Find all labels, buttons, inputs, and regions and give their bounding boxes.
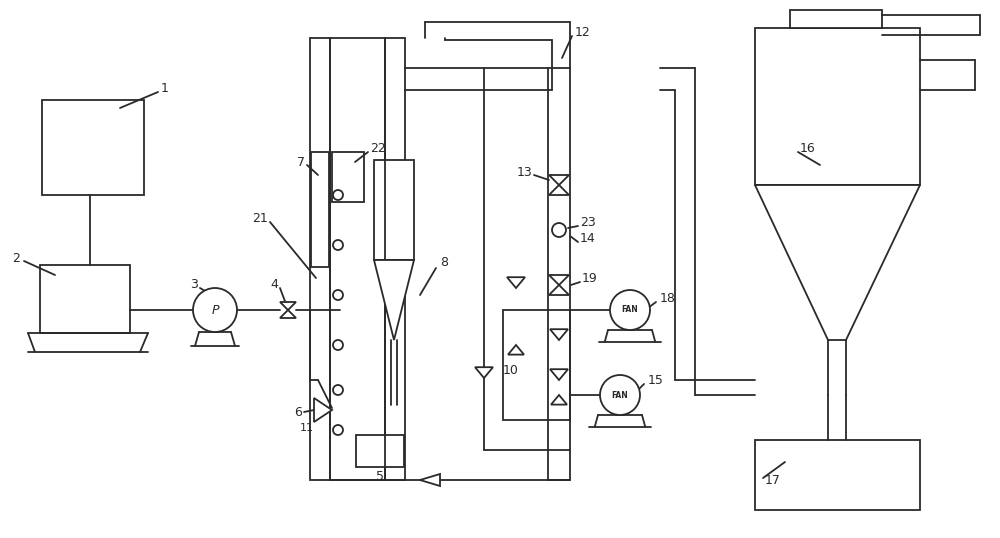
Bar <box>374 160 414 260</box>
Circle shape <box>333 385 343 395</box>
Circle shape <box>333 240 343 250</box>
Polygon shape <box>280 310 296 318</box>
Polygon shape <box>314 398 332 422</box>
Bar <box>503 310 570 420</box>
Polygon shape <box>755 185 920 340</box>
Text: 3: 3 <box>190 279 198 292</box>
Polygon shape <box>549 285 569 295</box>
Text: 18: 18 <box>660 292 676 305</box>
Text: 23: 23 <box>580 216 596 229</box>
Polygon shape <box>549 275 569 285</box>
Bar <box>356 435 404 467</box>
Text: 6: 6 <box>294 406 302 419</box>
Text: 11: 11 <box>300 423 314 433</box>
Text: P: P <box>211 303 219 316</box>
Text: 5: 5 <box>376 470 384 483</box>
Bar <box>40 265 130 333</box>
Polygon shape <box>475 367 493 378</box>
Circle shape <box>600 375 640 415</box>
Polygon shape <box>550 369 568 380</box>
Text: 8: 8 <box>440 256 448 268</box>
Bar <box>332 152 364 202</box>
Bar <box>385 38 405 480</box>
Polygon shape <box>420 474 440 486</box>
Text: 13: 13 <box>516 166 532 179</box>
Text: 17: 17 <box>765 473 781 486</box>
Circle shape <box>333 190 343 200</box>
Bar <box>755 440 920 510</box>
Text: 19: 19 <box>582 272 598 285</box>
Text: 22: 22 <box>370 141 386 154</box>
Polygon shape <box>507 277 525 288</box>
Text: 12: 12 <box>575 25 591 39</box>
Text: FAN: FAN <box>612 391 628 400</box>
Polygon shape <box>551 395 567 405</box>
Text: 16: 16 <box>800 141 816 154</box>
Text: 15: 15 <box>648 373 664 386</box>
Text: 7: 7 <box>297 155 305 168</box>
Polygon shape <box>550 329 568 340</box>
Polygon shape <box>280 302 296 310</box>
Bar <box>42 100 144 195</box>
Text: FAN: FAN <box>622 306 638 315</box>
Text: 4: 4 <box>270 279 278 292</box>
Circle shape <box>333 425 343 435</box>
Circle shape <box>610 290 650 330</box>
Text: 14: 14 <box>580 231 596 244</box>
Polygon shape <box>374 260 414 340</box>
Polygon shape <box>549 185 569 195</box>
Circle shape <box>193 288 237 332</box>
Circle shape <box>552 223 566 237</box>
Text: 21: 21 <box>252 211 268 224</box>
Bar <box>790 10 882 28</box>
Text: 1: 1 <box>161 81 169 95</box>
Text: 2: 2 <box>12 251 20 265</box>
Polygon shape <box>508 345 524 355</box>
Bar <box>310 38 330 480</box>
Circle shape <box>333 290 343 300</box>
Bar <box>311 152 329 267</box>
Polygon shape <box>549 175 569 185</box>
Circle shape <box>333 340 343 350</box>
Text: 10: 10 <box>503 364 519 377</box>
Bar <box>755 28 920 185</box>
